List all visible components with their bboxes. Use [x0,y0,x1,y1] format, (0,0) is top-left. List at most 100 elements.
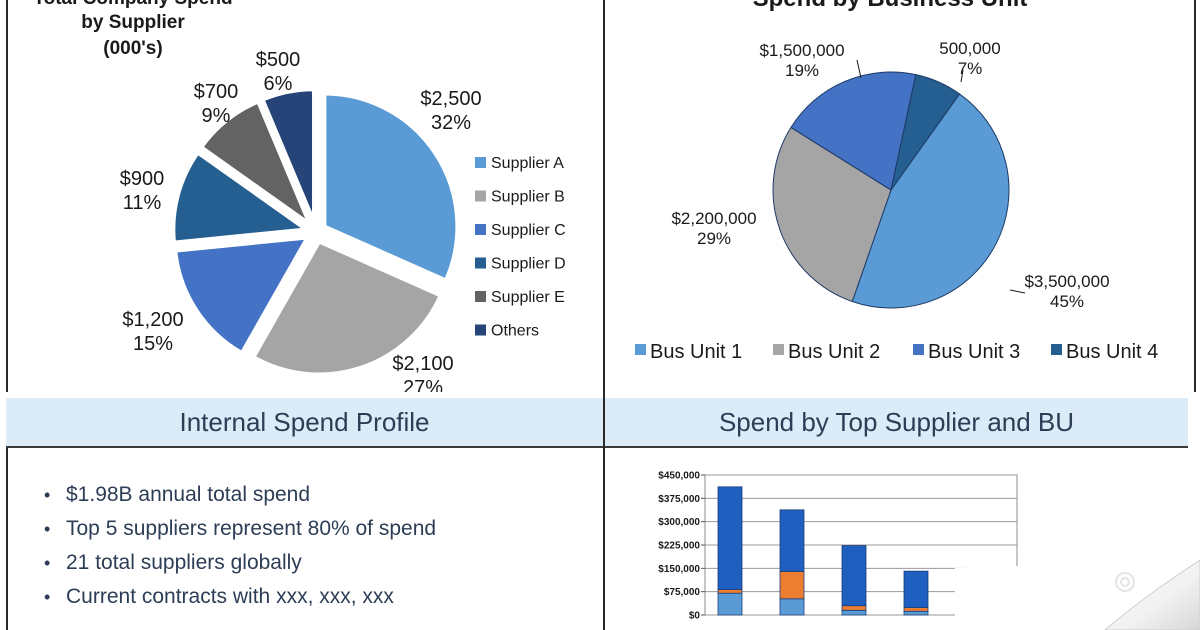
y-tick-label: $225,000 [658,541,700,552]
bu-pie-legend: Bus Unit 1 Bus Unit 2 Bus Unit 3 Bus Unit 4 [635,341,1158,363]
legend-label: Supplier D [491,256,566,273]
bar-segment [841,605,867,611]
bar-segment [903,570,929,608]
legend-swatch [475,257,486,269]
y-tick-label: $375,000 [658,494,700,505]
bu-pie-leader-lines [856,59,1026,294]
legend-swatch [475,324,486,336]
supplier-pie-legend: Supplier A Supplier B Supplier C Supplier D… [475,155,566,340]
supplier-pie-value-label: $2,100 [392,353,453,375]
supplier-pie-slice-others [259,87,317,223]
bu-pie-slice-bus-unit-4 [890,74,961,191]
bullet-item: Current contracts with xxx, xxx, xxx [44,584,436,618]
bar-segment [717,589,743,594]
bar-segment [717,592,743,616]
supplier-pie-percent-label: 27% [403,377,443,392]
bar-segment [903,610,929,616]
y-tick-label: $150,000 [658,564,700,575]
spend-profile-bullets: $1.98B annual total spend Top 5 supplier… [44,482,436,618]
bu-pie-value-label: $3,500,000 [1024,272,1109,291]
supplier-pie-title-line-3: (000's) [103,38,162,59]
supplier-pie-value-label: $700 [194,81,239,103]
supplier-pie-slices [171,87,460,377]
supplier-pie-slice-supplier-c [173,235,312,356]
supplier-pie-value-label: $500 [256,49,301,71]
internal-spend-profile-header: Internal Spend Profile [6,398,603,448]
supplier-pie-title-line-1: Total Company Spend [33,0,232,9]
stacked-bar-chart: $0 $75,000 $150,000 $225,000 $300,000 $375,00… [658,471,1018,622]
bar-segment [779,571,805,600]
bu-pie-percent-label: 29% [697,229,731,248]
legend-label: Supplier C [491,222,566,239]
supplier-pie-title: Total Company Spend by Supplier (000's) [33,0,232,59]
supplier-pie-slice-supplier-a [322,91,460,284]
bar-segment [717,486,743,590]
bar-segment [779,598,805,616]
legend-swatch [475,291,486,302]
bu-pie-value-label: 500,000 [939,39,1000,58]
bar-segment [841,545,867,607]
y-tick-label: $300,000 [658,517,700,528]
leader-line [1009,289,1026,294]
left-border [6,0,8,392]
y-tick-label: $0 [689,611,701,622]
supplier-pie-value-label: $900 [120,168,165,190]
legend-swatch [1051,344,1062,355]
supplier-pie-percent-label: 6% [264,73,293,95]
legend-swatch [773,344,784,355]
legend-label: Bus Unit 4 [1066,341,1158,363]
legend-label: Bus Unit 2 [788,341,880,363]
watermark-icon [1115,572,1135,592]
bu-pie-slice-bus-unit-2 [772,126,892,303]
left-border-lower [6,448,8,630]
supplier-pie-value-label: $1,200 [122,309,183,331]
supplier-pie-title-line-2: by Supplier [81,12,185,33]
leader-line [856,59,862,79]
bullet-item: 21 total suppliers globally [44,550,436,584]
supplier-pie-slice-supplier-d [171,149,312,245]
legend-label: Others [491,323,539,340]
y-tick-label: $450,000 [658,471,700,482]
spend-by-top-supplier-header: Spend by Top Supplier and BU [605,398,1188,448]
legend-label: Supplier A [491,155,564,172]
supplier-pie-value-label: $2,500 [420,88,481,110]
bu-pie-title: Spend by Business Unit [753,0,1028,12]
supplier-pie-percent-label: 32% [431,112,471,134]
stacked-bar-bars [717,486,929,616]
bu-pie-percent-label: 7% [958,59,983,78]
bu-pie-slices [772,71,1010,309]
bar-segment [903,607,929,612]
legend-swatch [913,344,924,355]
bu-pie-value-label: $1,500,000 [759,41,844,60]
supplier-pie-percent-label: 11% [123,192,162,214]
page-curl-decoration [955,560,1200,630]
legend-swatch [635,344,646,355]
legend-label: Supplier E [491,289,565,306]
legend-label: Bus Unit 1 [650,341,742,363]
bullet-item: $1.98B annual total spend [44,482,436,516]
bu-pie-slice-bus-unit-1 [851,93,1010,309]
legend-label: Supplier B [491,189,565,206]
legend-swatch [475,157,486,168]
bullet-item: Top 5 suppliers represent 80% of spend [44,516,436,550]
supplier-pie-percent-label: 15% [133,333,173,355]
right-border [1194,0,1196,392]
legend-swatch [475,190,486,202]
y-tick-label: $75,000 [664,587,701,598]
supplier-pie-percent-label: 9% [202,105,231,127]
supplier-pie-slice-supplier-e [198,98,315,230]
leader-line [960,69,964,83]
legend-label: Bus Unit 3 [928,341,1020,363]
supplier-pie-slice-supplier-b [250,238,444,377]
bu-pie-slice-bus-unit-3 [790,71,917,191]
center-divider [603,0,605,630]
bu-pie-value-label: $2,200,000 [671,209,756,228]
supplier-pie-chart: Total Company Spend by Supplier (000's) … [33,0,566,392]
bu-pie-percent-label: 19% [785,61,819,80]
bar-segment [841,609,867,616]
bar-segment [779,509,805,572]
bu-pie-percent-label: 45% [1050,292,1084,311]
